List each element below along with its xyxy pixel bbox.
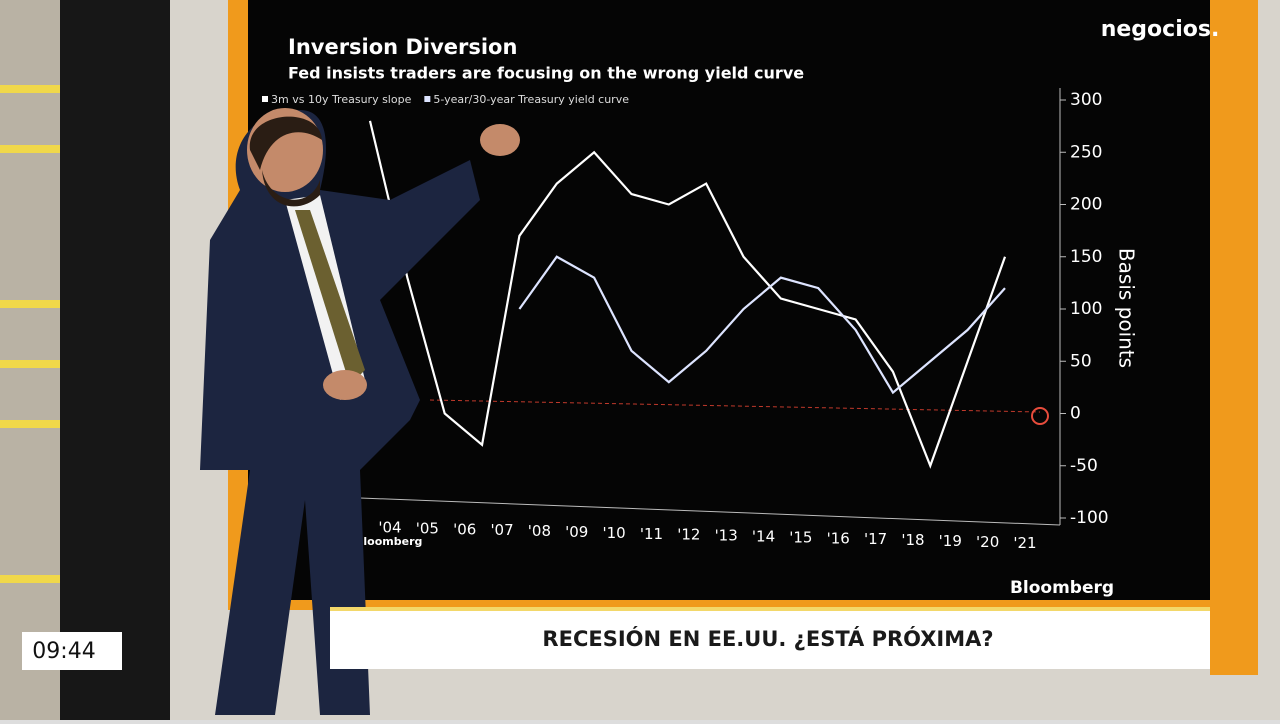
legend-label: 5-year/30-year Treasury yield curve <box>433 93 629 106</box>
lower-third-accent <box>330 607 1210 611</box>
y-tick-label: 300 <box>1070 90 1102 110</box>
legend-swatch <box>424 96 431 102</box>
presenter <box>200 108 520 715</box>
x-tick-label: '13 <box>715 527 738 545</box>
x-tick-label: '07 <box>490 521 513 539</box>
headline: RECESIÓN EN EE.UU. ¿ESTÁ PRÓXIMA? <box>542 626 993 651</box>
series-line <box>518 255 1006 395</box>
x-tick-label: '14 <box>752 528 775 546</box>
x-tick-label: '09 <box>565 523 588 541</box>
highlight-circle <box>1031 407 1049 425</box>
y-tick-label: 50 <box>1070 351 1092 371</box>
x-axis <box>359 497 1061 526</box>
y-tick-label: 250 <box>1070 142 1102 162</box>
screen-logo: Bloomberg <box>1010 578 1114 598</box>
zero-reference <box>429 399 1041 413</box>
x-tick-label: '08 <box>528 522 551 540</box>
y-tick-label: 100 <box>1070 299 1102 319</box>
x-tick-label: '19 <box>939 532 962 550</box>
chart-title: Inversion Diversion <box>288 35 517 59</box>
y-tick-label: 200 <box>1070 195 1102 215</box>
y-axis-label: Basis points <box>1115 248 1139 368</box>
legend-swatch <box>262 96 268 102</box>
y-tick-label: 150 <box>1070 247 1102 267</box>
x-tick-label: '18 <box>901 531 924 549</box>
lower-third <box>330 607 1210 669</box>
x-tick-label: '21 <box>1013 534 1036 552</box>
x-tick-label: '12 <box>677 526 700 544</box>
plot <box>368 120 1007 469</box>
x-tick-label: '05 <box>416 519 439 537</box>
x-tick-label: '11 <box>640 525 663 543</box>
channel-logo: negocios. <box>1101 17 1220 42</box>
x-tick-label: '17 <box>864 530 887 548</box>
x-tick-label: '10 <box>603 524 626 542</box>
legend-label: 3m vs 10y Treasury slope <box>271 93 412 106</box>
y-tick-label: 0 <box>1070 404 1081 424</box>
y-tick-label: -50 <box>1070 456 1098 476</box>
screen-frame-right <box>1210 0 1258 675</box>
clock: 09:44 <box>32 639 95 664</box>
x-tick-label: '16 <box>827 529 850 547</box>
x-tick-label: '15 <box>789 528 812 546</box>
y-tick-label: -100 <box>1070 508 1109 528</box>
chart-subtitle: Fed insists traders are focusing on the … <box>288 64 804 83</box>
clock-box <box>22 632 122 670</box>
studio-lights <box>0 85 100 583</box>
chart-source: Bloomberg <box>355 535 422 548</box>
ticks: 300 250 200 150 100 50 0 -50 -100 '04 '05 '06 '07 '08… <box>378 90 1108 552</box>
pillar <box>60 0 170 720</box>
x-tick-label: '20 <box>976 533 999 551</box>
x-tick-label: '04 <box>378 519 401 537</box>
x-tick-label: '06 <box>453 520 476 538</box>
legend: 3m vs 10y Treasury slope 5-year/30-year T… <box>262 93 629 106</box>
